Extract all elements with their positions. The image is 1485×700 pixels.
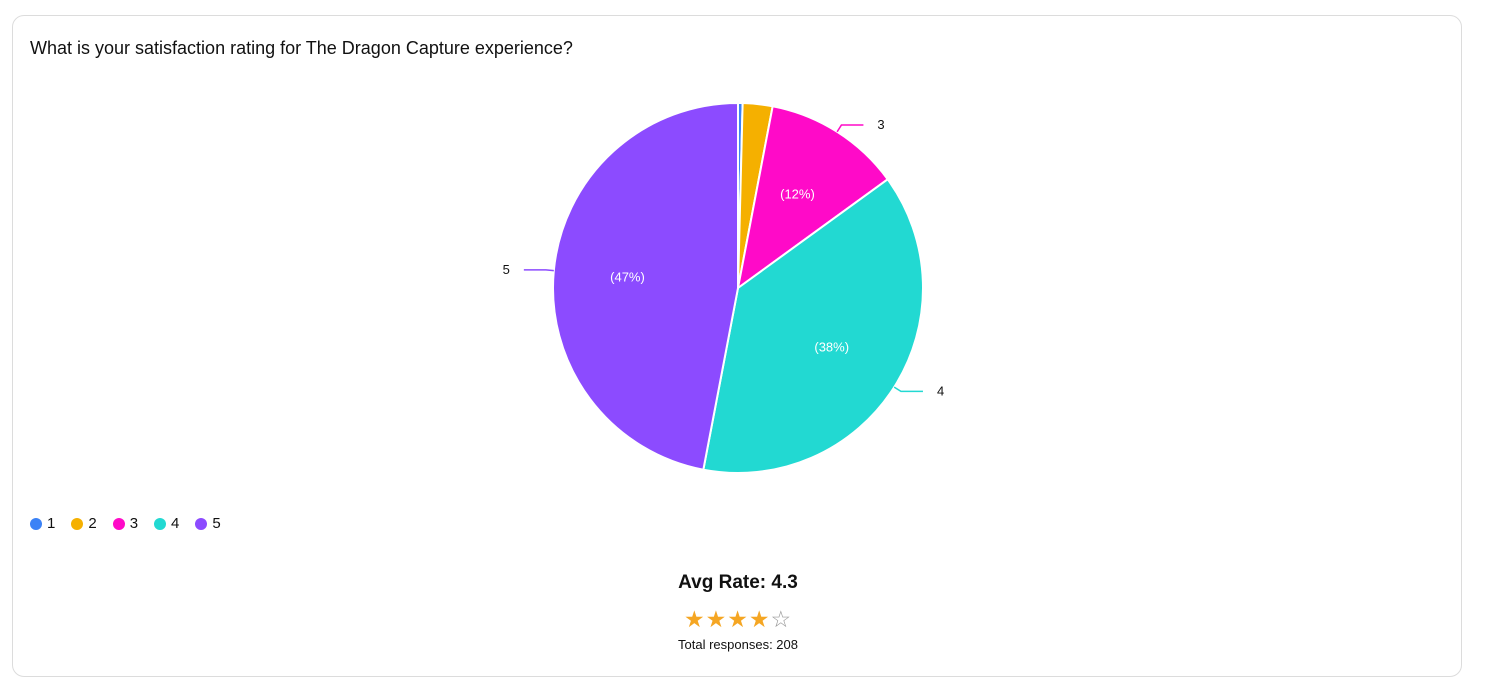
pie-chart: (12%) 3 (38%) 4 (47%) 5 xyxy=(503,101,944,474)
star-filled-icon: ★ xyxy=(748,606,771,632)
question-title: What is your satisfaction rating for The… xyxy=(30,38,573,58)
star-empty-icon: ☆ xyxy=(770,606,793,632)
legend-label: 4 xyxy=(171,515,180,532)
legend-swatch xyxy=(195,517,208,530)
star-rating: ★★★★☆ xyxy=(13,606,1463,632)
rating-summary: Avg Rate: 4.3 ★★★★☆ Total responses: 208 xyxy=(13,572,1463,652)
legend-label: 5 xyxy=(212,515,221,532)
survey-result-card: What is your satisfaction rating for The… xyxy=(12,15,1462,677)
star-filled-icon: ★ xyxy=(727,606,749,632)
slice-percent-label-4: (38%) xyxy=(814,339,849,354)
legend-swatch xyxy=(30,517,42,530)
callout-line-3 xyxy=(836,124,864,133)
callout-label-4: 4 xyxy=(937,383,944,398)
star-filled-icon: ★ xyxy=(683,606,706,632)
star-filled-icon: ★ xyxy=(705,606,728,632)
legend-swatch xyxy=(154,517,167,530)
legend-item-2[interactable]: 2 xyxy=(71,515,97,532)
legend-item-1[interactable]: 1 xyxy=(30,515,55,532)
legend-label: 1 xyxy=(47,515,56,532)
callout-label-5: 5 xyxy=(503,262,510,277)
slice-percent-label-3: (12%) xyxy=(780,186,815,201)
slice-percent-label-5: (47%) xyxy=(610,270,645,285)
callout-line-5 xyxy=(523,269,554,272)
pie-slice-5[interactable] xyxy=(552,101,739,471)
total-responses: Total responses: 208 xyxy=(678,637,798,652)
callout-line-4 xyxy=(893,386,923,393)
legend-item-4[interactable]: 4 xyxy=(154,515,179,532)
legend-item-5[interactable]: 5 xyxy=(195,515,221,532)
pie-slice-3[interactable] xyxy=(736,105,890,291)
legend-item-3[interactable]: 3 xyxy=(112,515,139,532)
legend-swatch xyxy=(71,517,84,530)
legend-label: 2 xyxy=(88,515,97,532)
legend-label: 3 xyxy=(129,515,139,532)
callout-label-3: 3 xyxy=(877,117,884,132)
chart-legend: 1 2 3 4 5 xyxy=(30,515,237,532)
avg-rate: Avg Rate: 4.3 xyxy=(678,572,798,593)
pie-slice-4[interactable] xyxy=(702,177,924,474)
legend-swatch xyxy=(112,517,125,530)
